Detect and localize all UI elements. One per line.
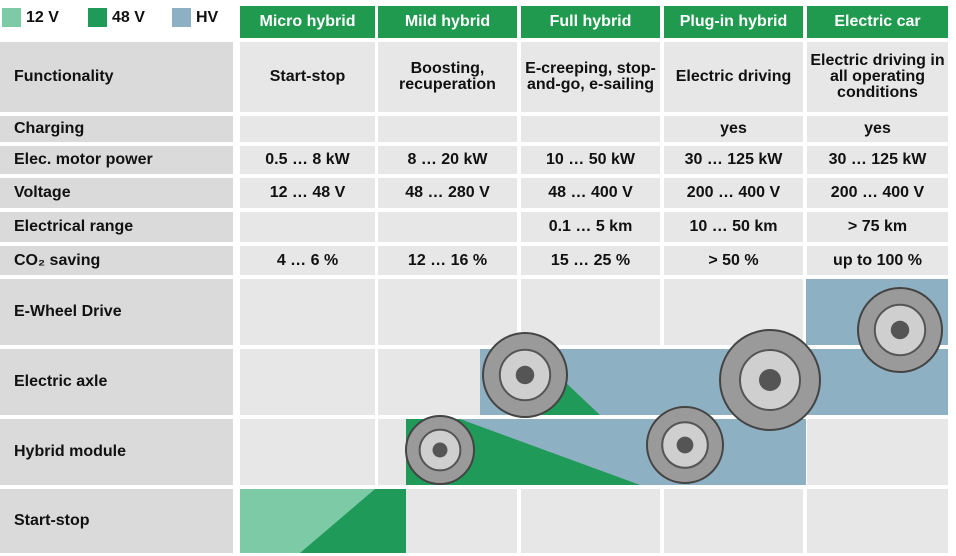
legend-swatch (88, 8, 107, 27)
column-header: Mild hybrid (378, 6, 517, 38)
component-label: Electric axle (0, 349, 233, 415)
table-cell: > 75 km (807, 212, 948, 242)
component-cell (521, 489, 660, 553)
table-cell: Electric driving in all operating condit… (807, 42, 948, 112)
table-cell (521, 116, 660, 142)
component-image (676, 436, 694, 454)
component-cell (521, 279, 660, 345)
table-cell: 0.1 … 5 km (521, 212, 660, 242)
table-cell: 0.5 … 8 kW (240, 146, 375, 174)
table-cell (378, 116, 517, 142)
table-cell: 12 … 48 V (240, 178, 375, 208)
table-cell: 15 … 25 % (521, 246, 660, 275)
legend-swatch (172, 8, 191, 27)
component-label: E-Wheel Drive (0, 279, 233, 345)
component-cell (807, 419, 948, 485)
legend-swatch (2, 8, 21, 27)
component-image (515, 365, 535, 385)
table-cell: 48 … 400 V (521, 178, 660, 208)
table-cell: Electric driving (664, 42, 803, 112)
row-label: CO₂ saving (0, 246, 233, 275)
row-label: Voltage (0, 178, 233, 208)
legend-label: 12 V (26, 9, 59, 26)
table-cell: 10 … 50 kW (521, 146, 660, 174)
component-cell (807, 489, 948, 553)
table-cell: 48 … 280 V (378, 178, 517, 208)
table-cell (378, 212, 517, 242)
table-cell (240, 116, 375, 142)
table-cell: 8 … 20 kW (378, 146, 517, 174)
table-cell: 4 … 6 % (240, 246, 375, 275)
table-cell: 30 … 125 kW (664, 146, 803, 174)
table-cell: 30 … 125 kW (807, 146, 948, 174)
component-cell (240, 279, 375, 345)
legend-label: HV (196, 9, 219, 26)
table-cell: yes (807, 116, 948, 142)
legend-label: 48 V (112, 9, 145, 26)
table-cell: up to 100 % (807, 246, 948, 275)
column-header: Plug-in hybrid (664, 6, 803, 38)
column-header: Full hybrid (521, 6, 660, 38)
row-label: Elec. motor power (0, 146, 233, 174)
component-cell (378, 279, 517, 345)
table-cell (240, 212, 375, 242)
component-cell (664, 489, 803, 553)
table-cell: Boosting, recuperation (378, 42, 517, 112)
component-cell (240, 349, 375, 415)
component-image (759, 369, 781, 391)
table-cell: 12 … 16 % (378, 246, 517, 275)
area-48v (300, 489, 406, 553)
component-image (432, 442, 448, 458)
table-cell: > 50 % (664, 246, 803, 275)
component-cell (240, 419, 375, 485)
table-cell: Start-stop (240, 42, 375, 112)
table-cell: 200 … 400 V (807, 178, 948, 208)
row-label: Charging (0, 116, 233, 142)
row-label: Functionality (0, 42, 233, 112)
column-header: Micro hybrid (240, 6, 375, 38)
table-cell: 200 … 400 V (664, 178, 803, 208)
row-label: Electrical range (0, 212, 233, 242)
component-label: Start-stop (0, 489, 233, 553)
table-cell: yes (664, 116, 803, 142)
table-cell: 10 … 50 km (664, 212, 803, 242)
component-image (890, 320, 910, 340)
table-cell: E-creeping, stop-and-go, e-sailing (521, 42, 660, 112)
component-label: Hybrid module (0, 419, 233, 485)
column-header: Electric car (807, 6, 948, 38)
